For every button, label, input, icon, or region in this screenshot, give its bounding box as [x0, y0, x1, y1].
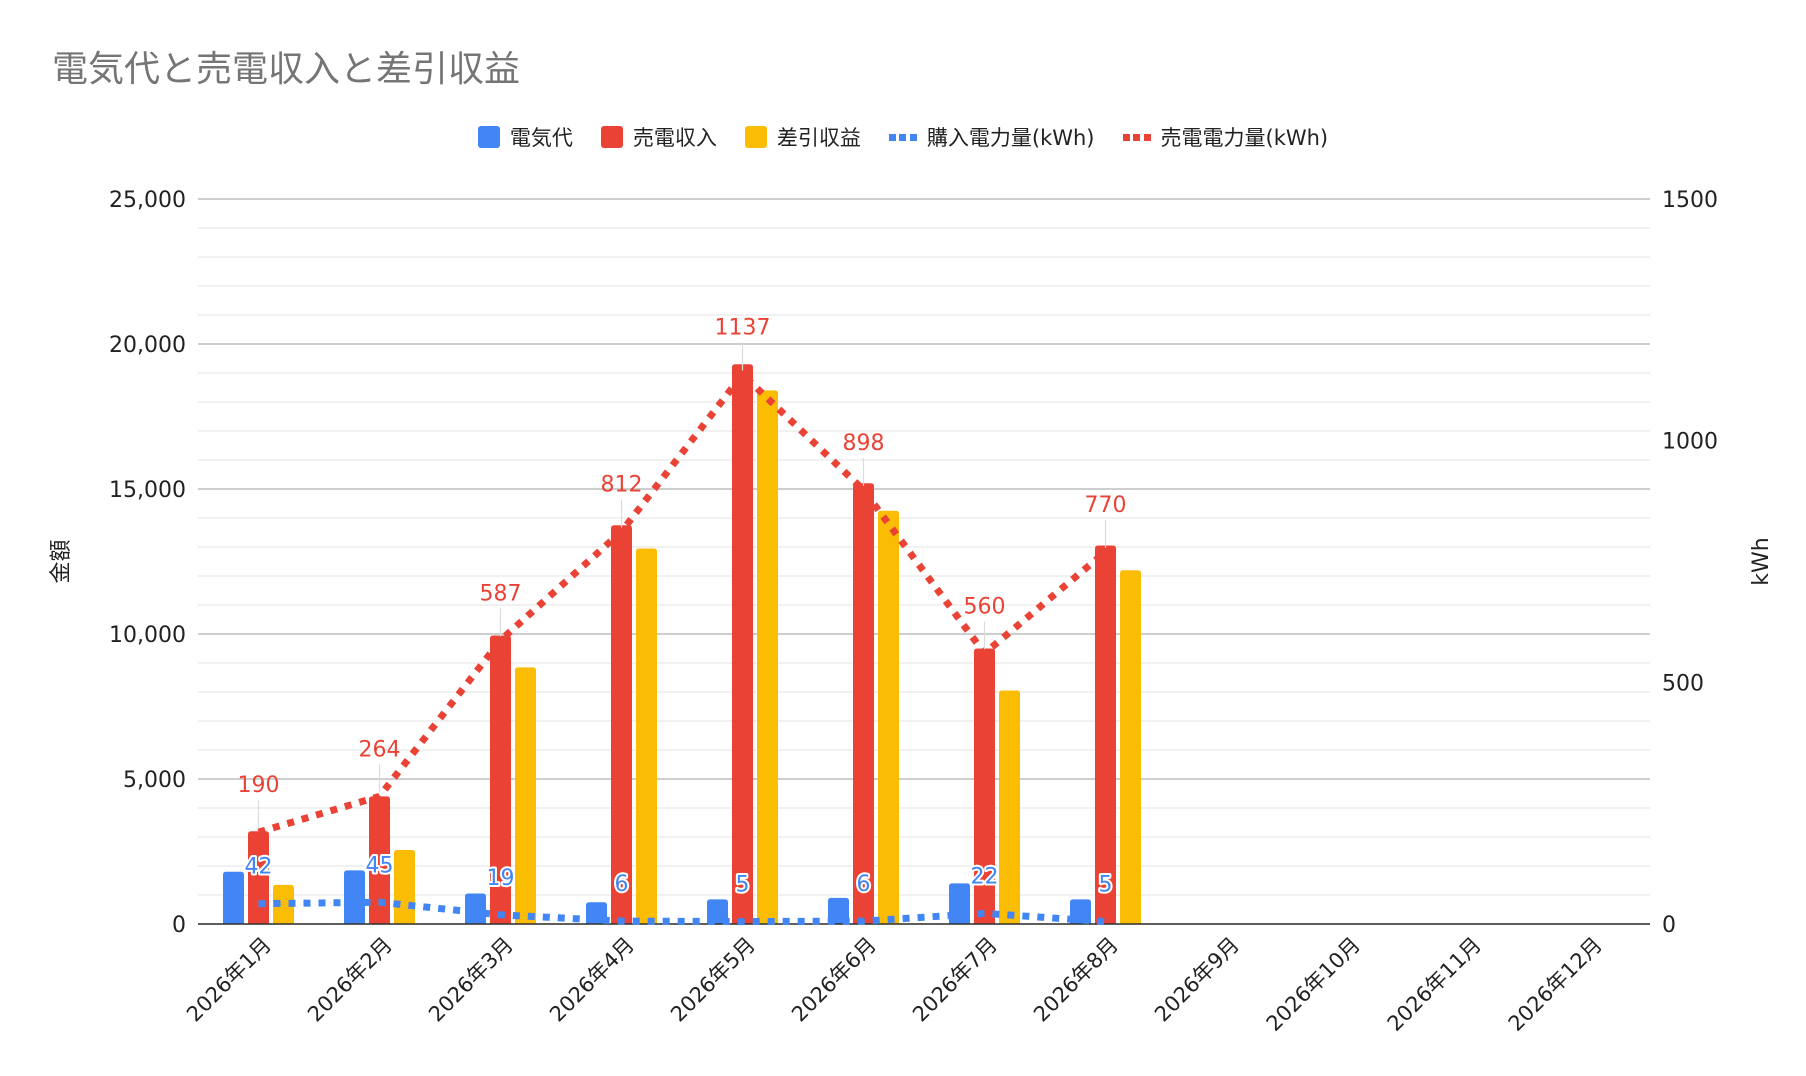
- bar-electricity-cost: [465, 893, 486, 924]
- x-tick-label: 2026年5月: [666, 933, 760, 1027]
- data-label-sold-kwh: 1137: [715, 315, 771, 340]
- bar-sales-income: [611, 525, 632, 924]
- bar-net-profit: [878, 510, 899, 924]
- x-tick-label: 2026年1月: [182, 933, 276, 1027]
- y-left-tick-label: 5,000: [123, 768, 186, 793]
- x-tick-label: 2026年7月: [908, 933, 1002, 1027]
- x-tick-label: 2026年9月: [1150, 933, 1244, 1027]
- legend-label-sold-kwh: 売電電力量(kWh): [1160, 126, 1329, 150]
- y-right-tick-label: 1500: [1662, 188, 1718, 213]
- data-label-sold-kwh: 264: [359, 737, 401, 762]
- legend: 電気代 売電収入 差引収益 購入電力量(kWh) 売電電力量(kWh): [0, 122, 1806, 152]
- bar-net-profit: [394, 850, 415, 924]
- data-label-purchased-kwh: 45: [366, 853, 394, 878]
- legend-swatch-purchased-kwh: [888, 126, 917, 148]
- data-label-purchased-kwh: 5: [1099, 873, 1113, 898]
- bar-sales-income: [1095, 545, 1116, 924]
- legend-item-net-profit[interactable]: 差引収益: [744, 122, 861, 152]
- data-label-sold-kwh: 898: [843, 431, 885, 456]
- chart-title: 電気代と売電収入と差引収益: [52, 49, 521, 90]
- data-label-purchased-kwh: 5: [736, 873, 750, 898]
- legend-swatch-net-profit: [744, 126, 767, 148]
- data-label-sold-kwh: 560: [964, 594, 1006, 619]
- legend-label-net-profit: 差引収益: [776, 126, 861, 150]
- data-label-purchased-kwh: 6: [615, 872, 629, 897]
- y-left-tick-label: 10,000: [109, 623, 186, 648]
- legend-item-purchased-kwh[interactable]: 購入電力量(kWh): [888, 122, 1095, 152]
- bar-sales-income: [974, 648, 995, 924]
- bar-net-profit: [999, 690, 1020, 924]
- legend-label-purchased-kwh: 購入電力量(kWh): [926, 126, 1095, 150]
- data-label-sold-kwh: 190: [238, 773, 280, 798]
- y-right-tick-label: 1000: [1662, 430, 1718, 455]
- data-label-sold-kwh: 812: [601, 473, 643, 498]
- legend-swatch-sold-kwh: [1122, 126, 1151, 148]
- legend-item-sales-income[interactable]: 売電収入: [600, 122, 717, 152]
- bar-sales-income: [853, 483, 874, 924]
- data-label-purchased-kwh: 19: [487, 866, 515, 891]
- data-label-purchased-kwh: 22: [971, 864, 999, 889]
- x-tick-label: 2026年8月: [1029, 933, 1123, 1027]
- x-tick-label: 2026年12月: [1504, 933, 1607, 1036]
- y-right-tick-label: 500: [1662, 671, 1704, 696]
- bar-electricity-cost: [828, 897, 849, 924]
- bar-sales-income: [732, 364, 753, 924]
- x-tick-label: 2026年4月: [545, 933, 639, 1027]
- data-label-purchased-kwh: 6: [857, 872, 871, 897]
- x-tick-label: 2026年11月: [1383, 933, 1486, 1036]
- legend-label-sales-income: 売電収入: [632, 126, 717, 150]
- bar-net-profit: [273, 884, 294, 924]
- data-label-sold-kwh: 770: [1085, 493, 1127, 518]
- y-left-tick-label: 15,000: [109, 478, 186, 503]
- y-left-axis-title: 金額: [49, 539, 74, 583]
- bar-sales-income: [490, 635, 511, 924]
- data-label-sold-kwh: 587: [480, 581, 522, 606]
- legend-swatch-electricity-cost: [477, 126, 500, 148]
- bar-net-profit: [515, 667, 536, 924]
- bar-electricity-cost: [707, 899, 728, 924]
- x-tick-label: 2026年2月: [303, 933, 397, 1027]
- bar-net-profit: [1120, 570, 1141, 924]
- line-purchased-kwh: [258, 898, 1106, 926]
- legend-item-electricity-cost[interactable]: 電気代: [477, 122, 573, 152]
- legend-label-electricity-cost: 電気代: [509, 126, 573, 150]
- legend-item-sold-kwh[interactable]: 売電電力量(kWh): [1122, 122, 1329, 152]
- y-right-tick-label: 0: [1662, 913, 1676, 938]
- data-label-purchased-kwh: 42: [245, 855, 273, 880]
- bar-sales-income: [369, 796, 390, 924]
- x-tick-label: 2026年3月: [424, 933, 518, 1027]
- y-left-tick-label: 20,000: [109, 333, 186, 358]
- bar-electricity-cost: [223, 871, 244, 924]
- bar-net-profit: [636, 548, 657, 924]
- legend-swatch-sales-income: [600, 126, 623, 148]
- x-tick-label: 2026年10月: [1262, 933, 1365, 1036]
- bar-net-profit: [757, 390, 778, 924]
- bar-electricity-cost: [344, 870, 365, 924]
- line-sold-kwh: [257, 369, 1108, 836]
- y-left-tick-label: 0: [172, 913, 186, 938]
- y-right-axis-title: kWh: [1749, 537, 1774, 585]
- x-tick-label: 2026年6月: [787, 933, 881, 1027]
- y-left-tick-label: 25,000: [109, 188, 186, 213]
